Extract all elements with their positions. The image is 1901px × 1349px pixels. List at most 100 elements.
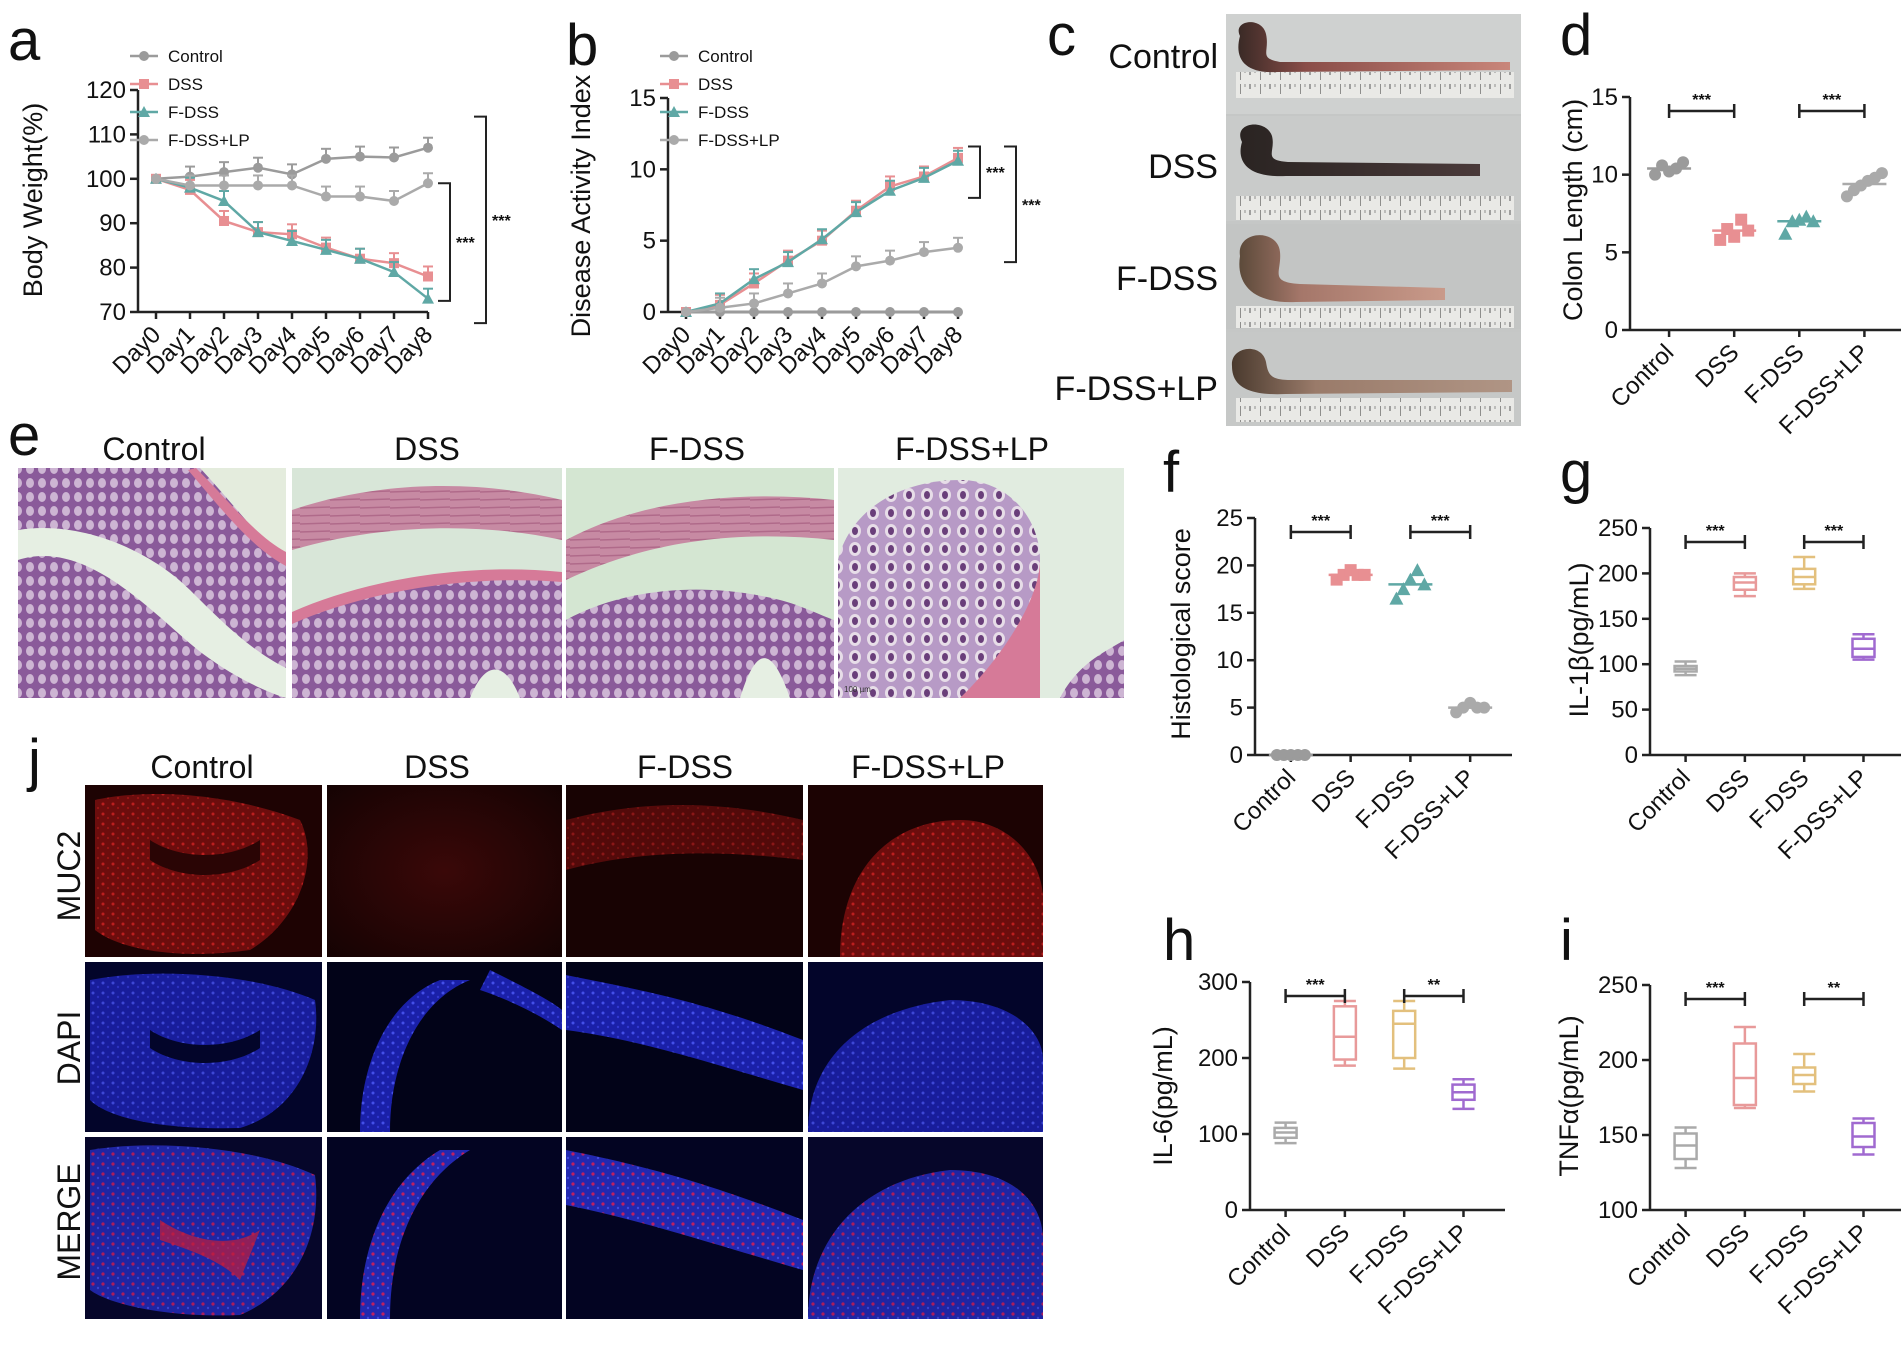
significance-label: ***: [1306, 977, 1325, 994]
data-point-triangle: [816, 233, 828, 245]
histology-image-control: [18, 468, 286, 698]
data-point-circle: [321, 191, 331, 202]
y-tick-label: 0: [1230, 742, 1243, 769]
y-tick-label: 5: [1605, 239, 1618, 266]
data-point-triangle: [218, 195, 230, 206]
panel-label-d: d: [1560, 3, 1592, 68]
y-tick-label: 120: [86, 77, 126, 104]
ruler: [1236, 398, 1514, 422]
y-axis-label: TNFα(pg/mL): [1554, 1015, 1584, 1176]
photo-strip-control: [1226, 14, 1521, 114]
data-point-circle: [355, 151, 365, 162]
legend-label: F-DSS+LP: [168, 131, 250, 150]
histology-header-dss: DSS: [394, 431, 460, 467]
if-muc2-f-dss: [566, 785, 803, 957]
x-tick-label: Control: [1622, 764, 1696, 838]
y-tick-label: 70: [99, 299, 126, 326]
significance-label: ***: [1692, 92, 1711, 109]
data-point-triangle: [850, 206, 862, 218]
ruler: [1236, 72, 1514, 98]
significance-bracket: [968, 145, 981, 199]
y-tick-label: 15: [1216, 600, 1243, 627]
data-point-circle: [389, 152, 399, 163]
chart-b-disease-activity: 051015Day0Day1Day2Day3Day4Day5Day6Day7Da…: [566, 47, 1041, 380]
histology-image-f-dss-lp: 100 µm: [838, 468, 1124, 698]
data-point-circle: [817, 307, 827, 317]
y-axis-label: IL-6(pg/mL): [1148, 1026, 1178, 1166]
data-point-triangle: [354, 252, 366, 264]
data-point-circle: [953, 242, 963, 253]
significance-label: ***: [1823, 92, 1842, 109]
data-point-circle: [919, 247, 929, 258]
y-tick-label: 250: [1598, 515, 1638, 542]
colon-f-dss: [1239, 235, 1445, 303]
y-tick-label: 250: [1598, 972, 1638, 999]
data-point-circle: [321, 153, 331, 164]
data-point-circle: [953, 307, 963, 317]
photo-label-control: Control: [1108, 38, 1218, 76]
if-row-label-merge: MERGE: [51, 1163, 87, 1280]
histology-image-f-dss: [566, 468, 834, 698]
y-tick-label: 0: [643, 299, 656, 326]
y-tick-label: 80: [99, 255, 126, 282]
panel-label-h: h: [1163, 908, 1195, 973]
panel-label-i: i: [1560, 908, 1573, 973]
data-point-circle: [715, 302, 725, 313]
y-axis-label: IL-1β(pg/mL): [1564, 562, 1594, 717]
data-point-circle: [1298, 749, 1311, 761]
data-point-triangle: [918, 171, 930, 183]
data-point-triangle: [1403, 572, 1418, 586]
data-point-circle: [669, 51, 679, 61]
data-point-circle: [1478, 701, 1491, 714]
data-point-circle: [423, 178, 433, 189]
panel-label-f: f: [1163, 440, 1180, 505]
data-point-triangle: [748, 273, 760, 285]
significance-label: ***: [1706, 523, 1725, 540]
y-tick-label: 50: [1611, 697, 1638, 724]
data-point-circle: [185, 180, 195, 191]
y-tick-label: 150: [1598, 606, 1638, 633]
data-point-square: [139, 79, 149, 89]
y-tick-label: 25: [1216, 505, 1243, 532]
photo-strip-f-dss-lp: [1226, 332, 1521, 426]
data-point-triangle: [422, 292, 434, 304]
y-tick-label: 300: [1198, 969, 1238, 996]
if-header-control: Control: [150, 749, 253, 785]
if-dapi-control: [85, 962, 322, 1132]
significance-label: ***: [1824, 523, 1843, 540]
y-tick-label: 15: [629, 85, 656, 112]
significance-bracket: [438, 182, 451, 302]
colon-dss: [1240, 124, 1480, 177]
data-point-circle: [851, 307, 861, 317]
ruler: [1236, 306, 1514, 328]
y-tick-label: 200: [1598, 1047, 1638, 1074]
data-point-circle: [1649, 168, 1662, 181]
data-point-square: [669, 79, 679, 89]
if-header-dss: DSS: [404, 749, 470, 785]
data-point-triangle: [286, 234, 298, 246]
photo-label-f-dss-lp: F-DSS+LP: [1055, 370, 1218, 408]
y-axis-label: Histological score: [1166, 528, 1196, 740]
significance-label: **: [1428, 977, 1441, 994]
legend-label: F-DSS: [168, 103, 219, 122]
box: [1332, 1005, 1358, 1061]
y-tick-label: 15: [1591, 84, 1618, 111]
data-point-circle: [355, 191, 365, 202]
data-point-circle: [219, 180, 229, 191]
x-tick-label: Control: [1622, 1219, 1696, 1293]
legend-label: F-DSS+LP: [698, 131, 780, 150]
y-tick-label: 100: [1598, 651, 1638, 678]
data-point-circle: [151, 173, 161, 184]
data-point-square: [1714, 233, 1727, 246]
data-point-square: [1735, 213, 1748, 226]
data-point-circle: [1875, 167, 1888, 180]
y-tick-label: 150: [1598, 1122, 1638, 1149]
y-tick-label: 110: [88, 121, 126, 148]
histology-header-f-dss-lp: F-DSS+LP: [895, 431, 1049, 467]
significance-label: ***: [456, 235, 475, 252]
if-merge-f-dss-lp: [808, 1137, 1043, 1319]
